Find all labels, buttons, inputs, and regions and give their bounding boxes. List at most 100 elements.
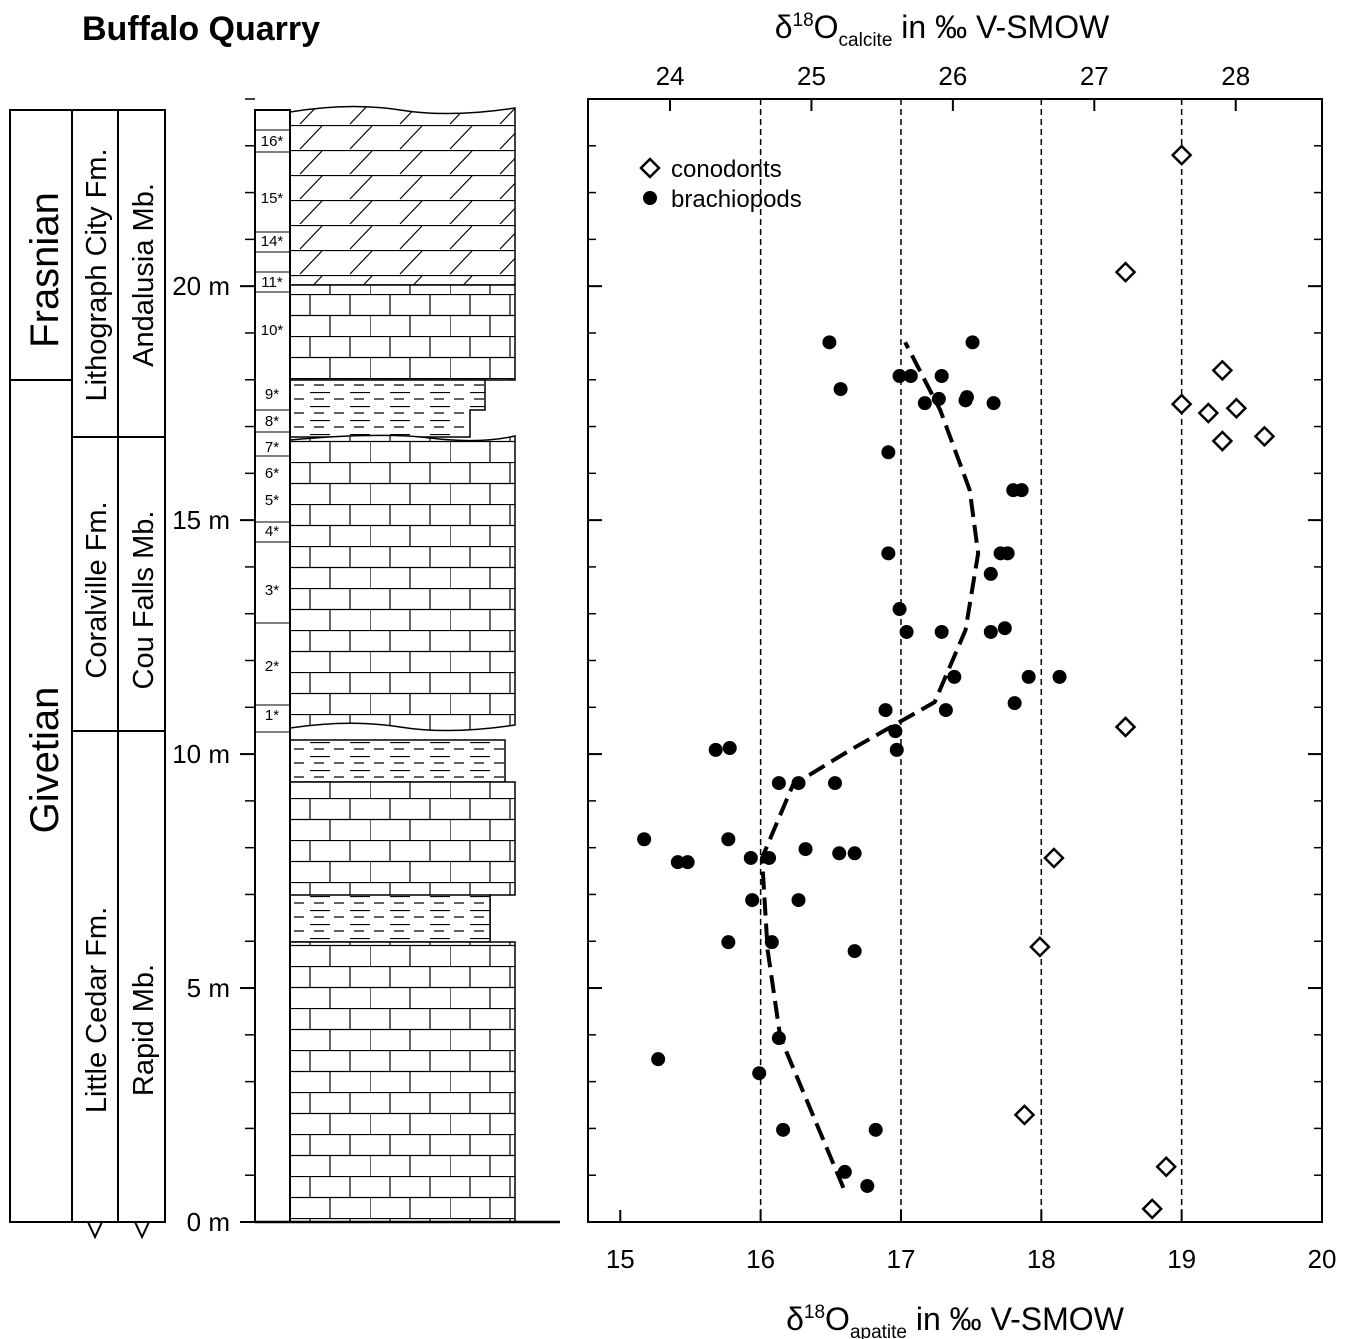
stage-label: Frasnian: [23, 192, 67, 348]
brachiopod-point: [934, 624, 949, 639]
x2-tick-label: 26: [938, 61, 967, 91]
brachiopod-point: [837, 1164, 852, 1179]
brachiopod-point: [771, 776, 786, 791]
brachiopod-point: [892, 369, 907, 384]
brachiopod-point: [1052, 669, 1067, 684]
x-tick-label: 18: [1027, 1244, 1056, 1274]
x2-tick-label: 28: [1221, 61, 1250, 91]
x-tick-label: 17: [887, 1244, 916, 1274]
bed-number: 11*: [261, 274, 283, 291]
conodont-point: [1253, 425, 1276, 448]
label-part: δ: [775, 9, 793, 45]
brachiopod-point: [721, 935, 736, 950]
x2-axis-label: δ18Ocalcite in ‰ V-SMOW: [775, 9, 1110, 51]
conodont-point: [1197, 402, 1220, 424]
brachiopod-point: [931, 391, 946, 406]
brachiopod-point: [959, 390, 974, 405]
bed-number: 8*: [265, 413, 279, 430]
label-part: calcite: [839, 30, 893, 51]
brachiopod-point: [847, 846, 862, 861]
conodont-point: [639, 157, 661, 179]
conodont-point: [1211, 359, 1234, 382]
brachiopod-point: [899, 624, 914, 639]
conodont-point: [1225, 397, 1248, 420]
brachiopod-point: [965, 335, 980, 350]
y-tick-label: 10 m: [172, 739, 230, 769]
label-part: 18: [793, 10, 814, 31]
bed-number: 16*: [261, 133, 284, 150]
x2-tick-label: 25: [797, 61, 826, 91]
brachiopod-point: [643, 191, 657, 205]
legend-label: brachiopods: [671, 186, 802, 213]
brachiopod-point: [881, 445, 896, 460]
brachiopod-point: [889, 742, 904, 757]
conodont-point: [1155, 1156, 1177, 1178]
strat-frames: [9, 109, 166, 1240]
x2-tick-label: 24: [656, 61, 685, 91]
brachiopod-point: [888, 724, 903, 739]
brachiopod-point: [1021, 669, 1036, 684]
x2-tick-label: 27: [1080, 61, 1109, 91]
label-part: in ‰ V-SMOW: [907, 1301, 1125, 1337]
brachiopod-point: [892, 602, 907, 617]
figure-title: Buffalo Quarry: [82, 10, 320, 48]
brachiopod-point: [651, 1052, 666, 1067]
brachiopod-point: [833, 382, 848, 397]
brachiopod-point: [822, 335, 837, 350]
trend-line: [760, 341, 981, 1189]
conodont-point: [1013, 1104, 1036, 1126]
bed-number: 7*: [265, 439, 279, 456]
brachiopod-point: [997, 621, 1012, 636]
bed-number: 3*: [265, 582, 279, 599]
brachiopod-point: [791, 893, 806, 908]
brachiopod-point: [670, 855, 685, 870]
brachiopod-point: [828, 776, 843, 791]
member-label: Andalusia Mb.: [128, 183, 160, 367]
brachiopod-point: [1000, 546, 1015, 561]
label-part: 18: [804, 1302, 825, 1323]
brachiopod-point: [878, 703, 893, 718]
x-tick-label: 19: [1167, 1244, 1196, 1274]
label-part: apatite: [850, 1322, 907, 1339]
conodont-point: [1170, 144, 1193, 166]
brachiopod-point: [947, 669, 962, 684]
brachiopod-point: [1007, 696, 1022, 711]
legend-label: conodonts: [671, 156, 782, 183]
brachiopod-point: [637, 832, 652, 847]
bed-number: 15*: [261, 190, 284, 207]
brachiopod-point: [680, 855, 695, 870]
bed-number: 4*: [265, 523, 279, 540]
brachiopod-point: [868, 1122, 883, 1137]
bed-number: 10*: [261, 322, 284, 339]
label-part: δ: [786, 1301, 804, 1337]
x-axis-label: δ18Oapatite in ‰ V-SMOW: [786, 1301, 1125, 1339]
bed-number: 9*: [265, 386, 279, 403]
bed-number: 5*: [265, 492, 279, 509]
x-tick-label: 16: [746, 1244, 775, 1274]
member-label: Rapid Mb.: [128, 964, 160, 1096]
conodont-point: [1029, 936, 1051, 958]
formation-label: Little Cedar Fm.: [81, 907, 113, 1113]
brachiopod-point: [743, 850, 758, 865]
lithology: [254, 105, 560, 1224]
label-part: O: [825, 1301, 850, 1337]
conodont-point: [1114, 716, 1137, 738]
conodont-point: [1211, 430, 1234, 452]
y-tick-label: 15 m: [172, 505, 230, 535]
brachiopod-point: [903, 369, 918, 384]
x-tick-label: 20: [1308, 1244, 1337, 1274]
brachiopod-point: [776, 1122, 791, 1137]
brachiopod-point: [745, 893, 760, 908]
bed-number: 1*: [265, 707, 279, 724]
conodont-point: [1043, 847, 1065, 869]
brachiopod-point: [791, 776, 806, 791]
brachiopod-point: [881, 546, 896, 561]
brachiopod-point: [847, 944, 862, 959]
x-tick-label: 15: [606, 1244, 635, 1274]
plot-frame: [587, 98, 1323, 1223]
brachiopod-point: [721, 832, 736, 847]
member-label: Cou Falls Mb.: [128, 511, 160, 690]
brachiopod-point: [708, 742, 723, 757]
brachiopod-point: [798, 842, 813, 857]
